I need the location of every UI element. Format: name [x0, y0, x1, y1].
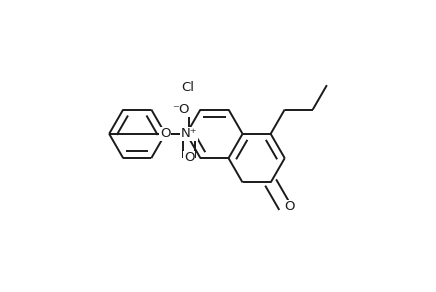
Text: O: O	[285, 200, 295, 213]
Text: ⁻O: ⁻O	[172, 103, 189, 117]
Text: Cl: Cl	[181, 81, 194, 94]
Text: O: O	[160, 127, 170, 140]
Text: N⁺: N⁺	[181, 127, 198, 140]
Text: O: O	[184, 151, 194, 164]
